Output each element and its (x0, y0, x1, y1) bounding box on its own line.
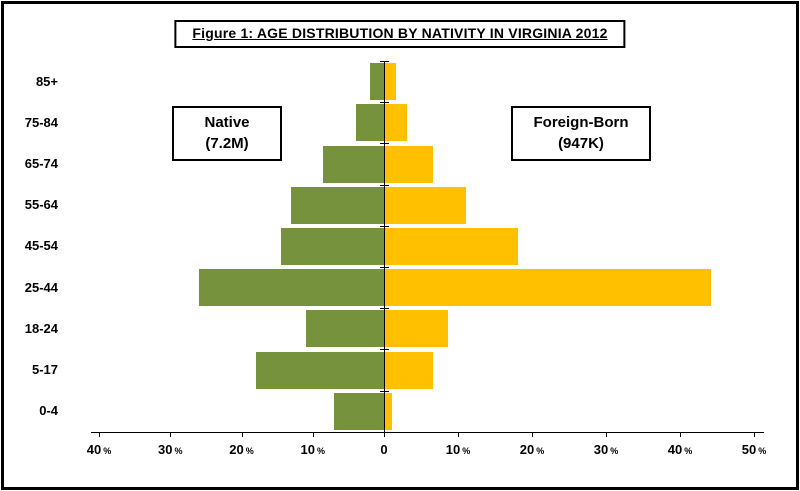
bar-native-0-4 (334, 392, 384, 430)
x-axis-tick (99, 431, 100, 437)
bar-foreign-55-64 (385, 186, 467, 224)
center-axis-tick (380, 267, 389, 268)
x-axis-label-value: 30 (593, 441, 609, 457)
legend-foreign-box: Foreign-Born (947K) (511, 106, 651, 161)
x-axis-label-value: 10 (300, 441, 315, 457)
x-axis-label-value: 50 (741, 441, 757, 457)
y-axis-label-65-74: 65-74 (24, 156, 58, 171)
center-axis-line (384, 61, 385, 432)
percent-sign: % (536, 445, 545, 456)
center-axis-tick (380, 143, 389, 145)
bar-native-25-44 (198, 269, 384, 307)
percent-sign: % (758, 445, 767, 456)
x-axis-tick (606, 431, 607, 437)
x-axis-label-value: 20 (229, 441, 244, 457)
x-axis-tick (532, 431, 533, 437)
bar-native-75-84 (355, 104, 384, 142)
x-axis-label: 40% (668, 442, 692, 457)
bar-foreign-5-17 (385, 351, 434, 389)
percent-sign: % (462, 445, 471, 456)
x-axis-label-value: 20 (519, 441, 535, 457)
x-axis-tick (312, 431, 314, 437)
x-axis-tick (458, 431, 459, 437)
x-axis-tick (754, 431, 755, 437)
y-axis-label-75-84: 75-84 (24, 114, 58, 130)
center-axis-tick (380, 61, 389, 62)
percent-sign: % (316, 445, 325, 456)
percent-sign: % (245, 445, 254, 456)
x-axis-label: 30% (158, 442, 182, 457)
x-axis-label: 40% (87, 442, 111, 457)
x-axis-tick (680, 431, 681, 437)
bar-native-55-64 (291, 186, 384, 224)
bar-native-18-24 (305, 310, 384, 348)
figure-title: Figure 1: AGE DISTRIBUTION BY NATIVITY I… (192, 25, 608, 41)
percent-sign: % (684, 445, 693, 456)
center-axis-tick (380, 349, 389, 351)
bar-foreign-65-74 (385, 145, 434, 183)
x-axis-label: 10% (446, 442, 470, 457)
y-axis-label-5-17: 5-17 (31, 362, 58, 377)
y-axis-label-18-24: 18-24 (24, 320, 58, 336)
bar-foreign-75-84 (385, 104, 408, 142)
y-axis-label-0-4: 0-4 (39, 403, 58, 419)
bar-foreign-45-54 (385, 227, 519, 265)
x-axis-label-value: 30 (158, 441, 173, 457)
x-axis-label-value: 40 (667, 441, 683, 457)
x-axis-label: 30% (594, 442, 618, 457)
x-axis-line (91, 431, 764, 433)
center-axis-tick (380, 390, 389, 392)
x-axis-label: 20% (520, 442, 544, 457)
bar-native-45-54 (280, 227, 384, 265)
x-axis-label-value: 10 (445, 441, 461, 457)
plot-area: 85+ 75-84 65-74 55-64 45-54 25-44 18-24 5-17 0-4… (4, 4, 796, 487)
x-axis-label-value: 0 (380, 441, 388, 457)
center-axis-tick (380, 308, 389, 310)
y-axis-label-45-54: 45-54 (24, 238, 58, 254)
center-axis-tick (380, 184, 389, 186)
x-axis-tick (384, 431, 385, 437)
bar-foreign-25-44 (385, 269, 711, 307)
legend-native-name: Native (204, 114, 250, 132)
legend-native-total: (7.2M) (205, 134, 249, 152)
x-axis-label: 0 (380, 442, 387, 457)
center-axis-tick (380, 225, 389, 227)
percent-sign: % (610, 445, 619, 456)
x-axis-label: 10% (301, 442, 325, 457)
x-axis-tick (241, 431, 243, 437)
legend-native-box: Native (7.2M) (172, 106, 282, 161)
x-axis-label: 50% (742, 442, 766, 457)
percent-sign: % (174, 445, 183, 456)
legend-foreign-name: Foreign-Born (533, 114, 629, 132)
bar-native-65-74 (323, 145, 384, 183)
bar-foreign-85+ (385, 63, 397, 101)
figure-title-box: Figure 1: AGE DISTRIBUTION BY NATIVITY I… (174, 20, 626, 48)
legend-foreign-total: (947K) (558, 134, 604, 152)
y-axis-label-25-44: 25-44 (24, 279, 58, 295)
bar-foreign-0-4 (385, 392, 393, 430)
bar-native-85+ (369, 63, 384, 101)
y-axis-label-85+: 85+ (35, 73, 58, 89)
x-axis-label: 20% (229, 442, 253, 457)
y-axis-label-55-64: 55-64 (24, 197, 58, 213)
bar-native-5-17 (255, 351, 384, 389)
x-axis-tick (170, 431, 172, 437)
bar-foreign-18-24 (385, 310, 448, 348)
x-axis-label-value: 40 (86, 441, 102, 457)
percent-sign: % (103, 445, 112, 456)
center-axis-tick (380, 102, 389, 104)
